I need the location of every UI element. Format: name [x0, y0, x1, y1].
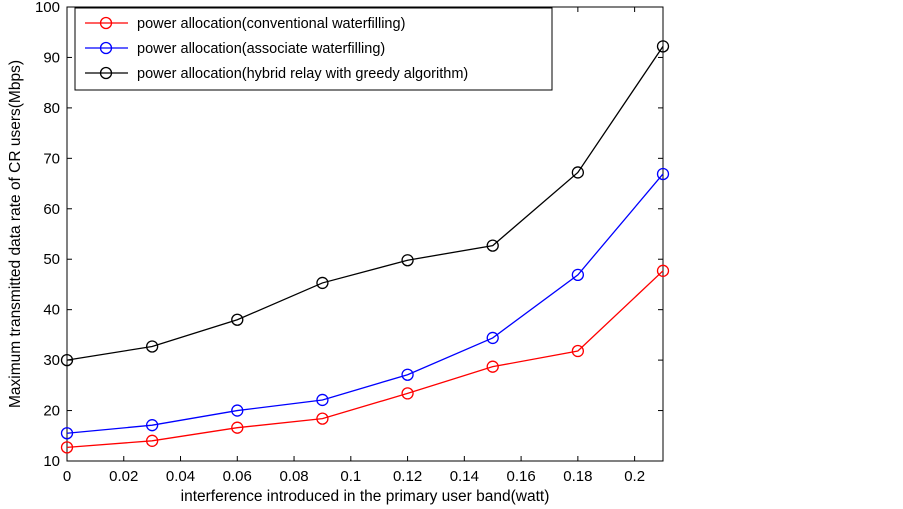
- data-point-series-1: [486, 360, 499, 373]
- data-point-series-1: [145, 434, 159, 447]
- y-tick-label: 90: [43, 49, 60, 66]
- data-point-series-3: [656, 40, 670, 53]
- y-tick-label: 100: [35, 0, 60, 16]
- y-tick-label: 70: [43, 150, 60, 167]
- x-tick-label: 0.18: [563, 468, 592, 485]
- x-tick-label: 0.08: [279, 468, 308, 485]
- data-point-series-2: [571, 268, 585, 282]
- data-point-series-2: [231, 404, 244, 417]
- x-tick-label: 0.16: [506, 468, 535, 485]
- x-tick-label: 0.2: [624, 468, 645, 485]
- y-tick-label: 50: [43, 251, 60, 268]
- data-point-series-2: [656, 167, 670, 181]
- y-tick-label: 30: [43, 352, 60, 369]
- x-tick-label: 0.02: [109, 468, 138, 485]
- x-tick-label: 0.1: [340, 468, 361, 485]
- y-tick-label: 20: [43, 403, 60, 420]
- series-line-3: [66, 45, 664, 361]
- data-point-series-2: [145, 419, 159, 432]
- data-point-series-2: [486, 331, 499, 345]
- legend-label-3: power allocation(hybrid relay with greed…: [137, 66, 468, 82]
- y-tick-label: 40: [43, 302, 60, 319]
- legend-box: [74, 7, 553, 91]
- data-point-series-1: [231, 421, 244, 434]
- y-tick-label: 80: [43, 100, 60, 117]
- y-axis-title: Maximum transmitted data rate of CR user…: [7, 60, 24, 408]
- x-tick-label: 0.14: [450, 468, 479, 485]
- label-layer: 0 0.02 0.04 0.06 0.08 0.1 0.12 0.14 0.16 0.18 0.2 1…: [7, 0, 645, 505]
- x-axis-title: interference introduced in the primary u…: [181, 488, 550, 505]
- data-point-series-3: [401, 254, 414, 267]
- y-tick-label: 60: [43, 201, 60, 218]
- data-point-series-3: [316, 276, 329, 290]
- x-tick-label: 0.04: [166, 468, 195, 485]
- data-point-series-2: [60, 427, 74, 440]
- data-point-series-1: [656, 264, 670, 277]
- x-tick-label: 0.12: [393, 468, 422, 485]
- legend-marker-3: [99, 66, 113, 80]
- legend-marker-2: [99, 41, 113, 55]
- data-point-series-3: [60, 353, 74, 367]
- data-point-series-2: [316, 393, 329, 407]
- legend: power allocation(conventional waterfilli…: [74, 7, 553, 91]
- x-tick-label: 0.06: [223, 468, 252, 485]
- legend-label-2: power allocation(associate waterfilling): [137, 41, 385, 57]
- y-tick-label: 10: [43, 453, 60, 470]
- legend-marker-1: [99, 16, 113, 30]
- data-point-series-1: [571, 344, 585, 358]
- series-line-2: [66, 173, 664, 434]
- data-point-series-1: [401, 387, 414, 400]
- data-point-series-3: [231, 313, 244, 326]
- data-point-series-2: [401, 368, 414, 381]
- data-point-series-1: [316, 412, 329, 425]
- data-point-series-1: [60, 441, 74, 454]
- data-point-series-3: [486, 239, 499, 252]
- x-tick-label: 0: [63, 468, 71, 485]
- data-point-series-3: [571, 166, 585, 179]
- data-point-series-3: [145, 340, 159, 353]
- legend-label-1: power allocation(conventional waterfilli…: [137, 16, 405, 32]
- series-line-1: [66, 270, 664, 449]
